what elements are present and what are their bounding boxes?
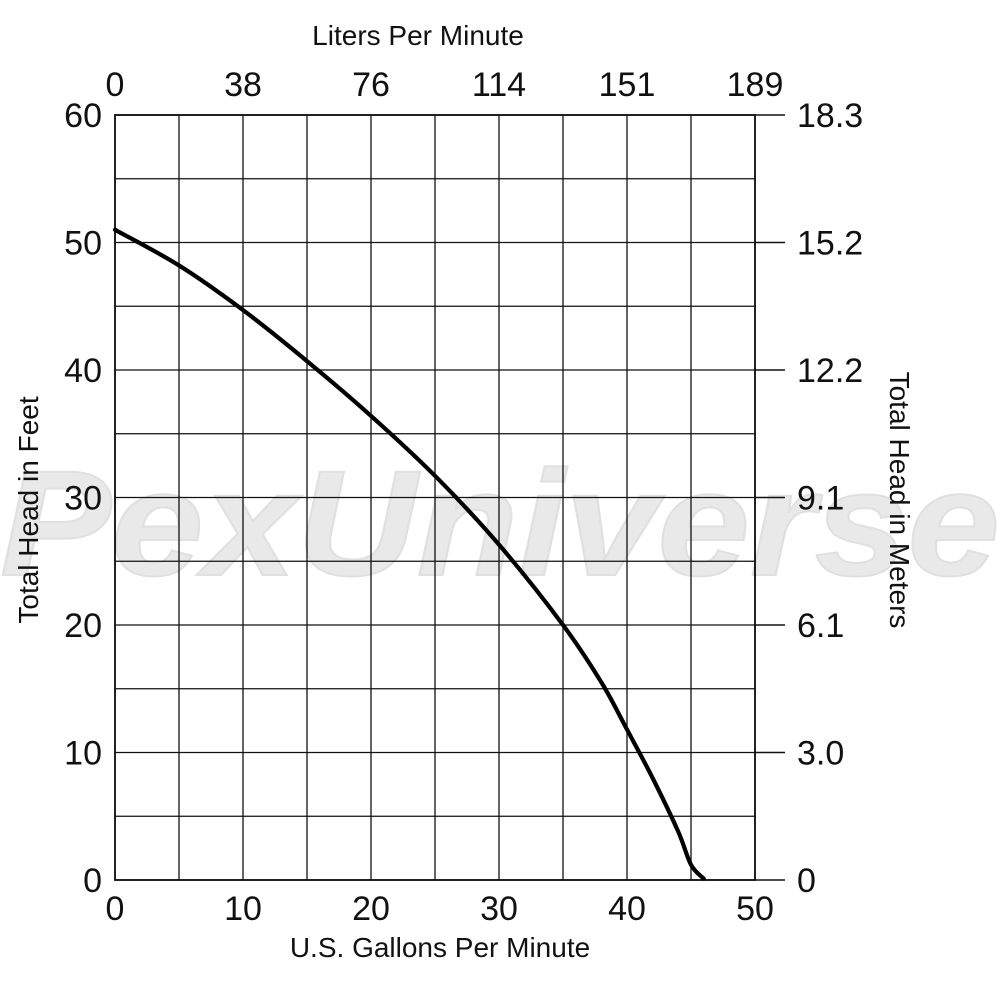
y2-tick-label: 0 [797, 862, 816, 900]
x2-axis-title: Liters Per Minute [312, 20, 524, 51]
y-tick-label: 50 [64, 225, 102, 263]
y-tick-label: 10 [64, 735, 102, 773]
x-tick-label: 20 [352, 890, 390, 928]
y2-tick-label: 12.2 [797, 352, 863, 390]
x2-tick-label: 38 [224, 66, 262, 104]
y-tick-label: 0 [83, 862, 102, 900]
tick-labels: 0 10 20 30 40 500 38 76 114 151 189010203040506003… [64, 66, 863, 928]
x-tick-label: 50 [736, 890, 774, 928]
y2-tick-label: 3.0 [797, 735, 844, 773]
x-tick-label: 10 [224, 890, 262, 928]
grid-lines [114, 114, 756, 881]
y2-tick-label: 6.1 [797, 607, 844, 645]
watermark-text: PexUniverse [0, 439, 1000, 607]
y2-axis-title: Total Head in Meters [884, 372, 915, 629]
x-axis-title: U.S. Gallons Per Minute [290, 932, 590, 963]
x2-tick-label: 151 [599, 66, 656, 104]
x2-tick-label: 189 [727, 66, 784, 104]
y-tick-label: 20 [64, 607, 102, 645]
x-tick-label: 30 [480, 890, 518, 928]
y-tick-label: 40 [64, 352, 102, 390]
x-tick-label: 40 [608, 890, 646, 928]
x-tick-label: 0 [106, 890, 125, 928]
y2-tick-label: 15.2 [797, 225, 863, 263]
x2-tick-label: 0 [106, 66, 125, 104]
y-tick-label: 30 [64, 480, 102, 518]
performance-curve [112, 227, 706, 881]
y2-tick-label: 18.3 [797, 97, 863, 135]
series-layer [112, 227, 706, 881]
y2-tick-label: 9.1 [797, 480, 844, 518]
x2-tick-label: 76 [352, 66, 390, 104]
axes [114, 114, 785, 881]
y-tick-label: 60 [64, 97, 102, 135]
x2-tick-label: 114 [472, 66, 526, 104]
y-axis-title: Total Head in Feet [13, 396, 44, 623]
